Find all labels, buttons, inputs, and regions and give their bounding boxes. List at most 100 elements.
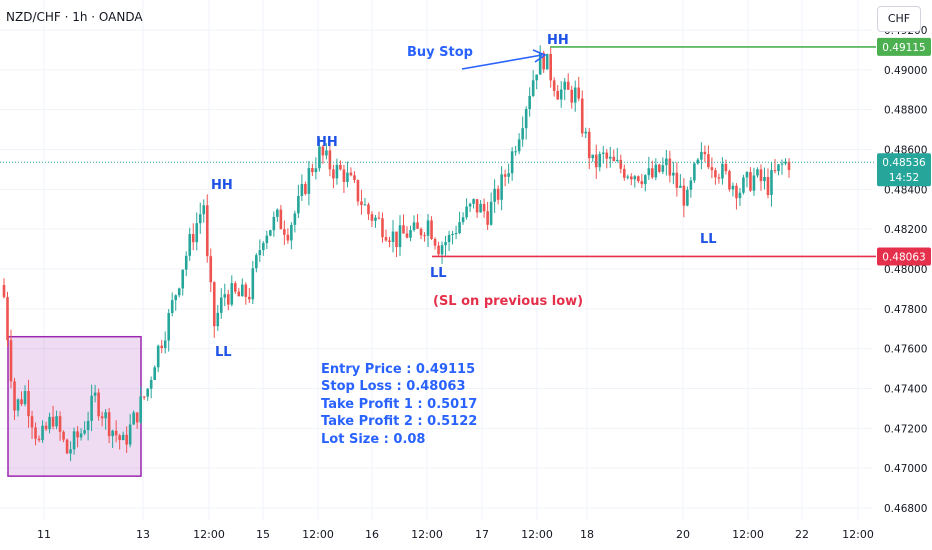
candle-body bbox=[545, 53, 549, 70]
candle-body bbox=[79, 433, 83, 438]
candle-body bbox=[20, 399, 23, 405]
candle-body bbox=[566, 81, 570, 90]
current-price-tag: 0.48536 14:52 bbox=[877, 153, 931, 187]
candle-body bbox=[388, 240, 391, 242]
candle-body bbox=[346, 172, 349, 182]
candle-body bbox=[69, 449, 72, 454]
candle-body bbox=[640, 181, 644, 185]
candle-body bbox=[416, 222, 419, 229]
candle-body bbox=[770, 170, 773, 195]
candle-body bbox=[111, 430, 114, 437]
candle-body bbox=[153, 367, 156, 381]
candle-body bbox=[195, 223, 199, 243]
candle-body bbox=[269, 230, 272, 236]
candle-body bbox=[682, 185, 686, 206]
candle-body bbox=[318, 146, 321, 169]
hh-label-1: HH bbox=[211, 178, 233, 193]
candle-body bbox=[248, 296, 251, 300]
candle-body bbox=[237, 291, 241, 297]
candle-body bbox=[300, 183, 304, 197]
time-tick-label: 16 bbox=[365, 528, 379, 541]
candle-body bbox=[198, 214, 202, 224]
candle-body bbox=[41, 425, 44, 441]
price-tick-label: 0.47000 bbox=[884, 463, 927, 475]
buy-stop-arrow-head bbox=[532, 49, 547, 63]
candle-body bbox=[339, 164, 342, 170]
candle-body bbox=[265, 235, 269, 244]
candle-body bbox=[328, 150, 332, 170]
price-tick-label: 0.47600 bbox=[884, 344, 927, 356]
time-axis[interactable]: 11 13 12:00 15 12:00 16 12:00 17 12:00 18 20 12:00 2… bbox=[37, 528, 874, 541]
candle-body bbox=[584, 131, 588, 134]
candle-body bbox=[377, 217, 381, 219]
candle-body bbox=[696, 159, 700, 164]
candle-body bbox=[622, 168, 626, 178]
candle-body bbox=[587, 131, 591, 159]
candle-body bbox=[321, 146, 325, 156]
candle-body bbox=[398, 225, 402, 248]
candle-body bbox=[55, 416, 58, 427]
candle-body bbox=[461, 217, 465, 223]
price-tick-label: 0.48400 bbox=[884, 184, 927, 196]
candle-body bbox=[510, 151, 514, 174]
price-tags: 0.49115 0.48063 0.48536 14:52 bbox=[877, 37, 931, 266]
buy-stop-price-tag: 0.49115 bbox=[877, 37, 931, 56]
currency-button[interactable]: CHF bbox=[877, 6, 921, 32]
candle-body bbox=[27, 391, 30, 417]
candle-body bbox=[672, 172, 675, 176]
svg-text:0.48063: 0.48063 bbox=[882, 251, 925, 263]
candle-body bbox=[423, 235, 426, 237]
candle-body bbox=[577, 87, 581, 99]
candle-body bbox=[447, 235, 451, 243]
candle-body bbox=[272, 216, 276, 231]
candle-body bbox=[142, 396, 146, 398]
candle-body bbox=[9, 340, 13, 382]
candle-body bbox=[255, 255, 258, 269]
candle-body bbox=[629, 176, 633, 180]
level-lines bbox=[0, 46, 876, 258]
candle-body bbox=[405, 233, 409, 238]
candle-body bbox=[500, 174, 503, 200]
candle-body bbox=[524, 109, 528, 129]
candle-body bbox=[563, 81, 567, 90]
price-axis[interactable]: 0.492000.490000.488000.486000.484000.482… bbox=[884, 25, 927, 515]
candle-body bbox=[307, 168, 311, 194]
candle-body bbox=[444, 242, 447, 246]
candle-body bbox=[437, 245, 440, 255]
candle-body bbox=[749, 172, 752, 191]
candle-body bbox=[679, 185, 682, 188]
candle-body bbox=[163, 340, 167, 349]
buy-stop-arrow-line bbox=[461, 54, 543, 70]
candle-body bbox=[549, 53, 552, 81]
candle-body bbox=[759, 169, 763, 182]
ll-label-1: LL bbox=[215, 345, 232, 360]
candle-body bbox=[570, 89, 574, 103]
candle-body bbox=[6, 297, 9, 341]
candle-body bbox=[787, 161, 791, 171]
candle-body bbox=[86, 420, 90, 431]
price-tick-label: 0.47400 bbox=[884, 384, 927, 396]
candle-body bbox=[594, 154, 598, 168]
candle-body bbox=[13, 381, 16, 411]
candle-body bbox=[93, 392, 97, 396]
candle-body bbox=[619, 159, 623, 169]
candle-body bbox=[402, 225, 405, 234]
candle-body bbox=[728, 171, 731, 190]
candle-body bbox=[573, 87, 577, 103]
candle-body bbox=[209, 256, 213, 283]
candle-body bbox=[426, 220, 430, 236]
price-tick-label: 0.47200 bbox=[884, 423, 927, 435]
candle-body bbox=[721, 163, 724, 179]
candle-body bbox=[601, 152, 605, 154]
candle-body bbox=[205, 205, 209, 257]
candle-body bbox=[531, 80, 535, 96]
candle-body bbox=[48, 416, 51, 430]
candle-body bbox=[244, 284, 248, 297]
candle-body bbox=[538, 53, 542, 75]
candle-body bbox=[311, 168, 314, 173]
candle-body bbox=[654, 164, 658, 178]
candle-body bbox=[454, 233, 458, 235]
candle-body bbox=[507, 173, 510, 177]
candle-body bbox=[661, 165, 665, 172]
